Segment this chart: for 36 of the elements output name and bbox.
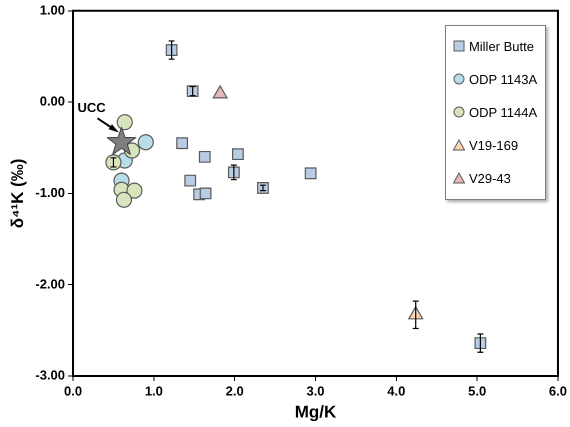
point xyxy=(232,148,244,160)
y-tick-label: 0.00 xyxy=(40,94,66,109)
x-tick-label: 0.0 xyxy=(64,383,82,398)
x-tick-label: 1.0 xyxy=(144,383,163,398)
x-tick-label: 6.0 xyxy=(548,383,568,398)
point xyxy=(257,182,269,194)
point xyxy=(228,166,240,178)
point xyxy=(184,174,196,187)
y-tick-label: 1.00 xyxy=(40,2,66,18)
y-tick-label: -2.00 xyxy=(35,276,66,292)
point xyxy=(116,114,133,130)
legend-label: ODP 1144A xyxy=(468,104,538,120)
legend-label: V29-43 xyxy=(468,170,511,186)
y-tick-label: -1.00 xyxy=(35,184,66,200)
point xyxy=(126,182,143,199)
y-tick-label: -3.00 xyxy=(35,368,66,383)
point xyxy=(304,167,317,180)
legend-label: Miller Butte xyxy=(468,38,534,54)
x-axis-title: Mg/K xyxy=(294,402,337,422)
point xyxy=(138,134,154,150)
point xyxy=(105,154,122,170)
point xyxy=(200,187,212,200)
legend-label: ODP 1143A xyxy=(468,72,538,87)
point xyxy=(198,150,211,163)
point xyxy=(176,137,188,150)
x-tick-label: 4.0 xyxy=(387,383,406,398)
point xyxy=(116,192,132,208)
x-tick-label: 3.0 xyxy=(306,383,325,398)
point xyxy=(474,337,486,350)
y-axis-title: δ⁴¹K (‰) xyxy=(8,158,27,228)
point xyxy=(186,85,199,98)
x-tick-label: 2.0 xyxy=(226,383,244,398)
point xyxy=(166,44,178,56)
legend-label: V19-169 xyxy=(468,138,518,153)
x-tick-label: 5.0 xyxy=(468,383,486,398)
annotation: UCC xyxy=(77,100,106,115)
